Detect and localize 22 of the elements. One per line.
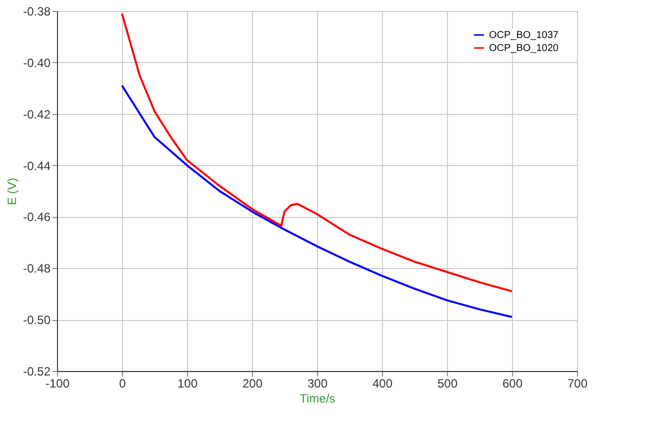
x-tick-label: 400 bbox=[372, 376, 393, 390]
legend-label: OCP_BO_1020 bbox=[489, 43, 559, 54]
x-tick-label: 300 bbox=[307, 376, 328, 390]
x-tick-label: 0 bbox=[119, 376, 126, 390]
x-tick-label: 600 bbox=[502, 376, 523, 390]
y-tick-label: -0.48 bbox=[23, 262, 51, 276]
x-tick-label: 700 bbox=[567, 376, 588, 390]
line-series bbox=[121, 84, 513, 318]
y-tick-label: -0.42 bbox=[23, 107, 51, 122]
y-tick-label: -0.44 bbox=[23, 158, 51, 173]
y-tick-label: -0.40 bbox=[23, 56, 51, 70]
legend-label: OCP_BO_1037 bbox=[489, 30, 559, 41]
x-tick-label: 500 bbox=[437, 376, 458, 390]
y-axis-title: E (V) bbox=[5, 178, 20, 206]
x-axis-title: Time/s bbox=[300, 392, 336, 406]
y-tick-label: -0.52 bbox=[23, 364, 51, 378]
x-tick-label: -100 bbox=[45, 376, 70, 390]
y-tick-label: -0.50 bbox=[23, 313, 51, 328]
y-tick-label: -0.46 bbox=[23, 210, 51, 224]
x-tick-label: 100 bbox=[177, 376, 198, 390]
y-tick-label: -0.38 bbox=[23, 4, 51, 18]
x-tick-label: 200 bbox=[242, 376, 263, 390]
